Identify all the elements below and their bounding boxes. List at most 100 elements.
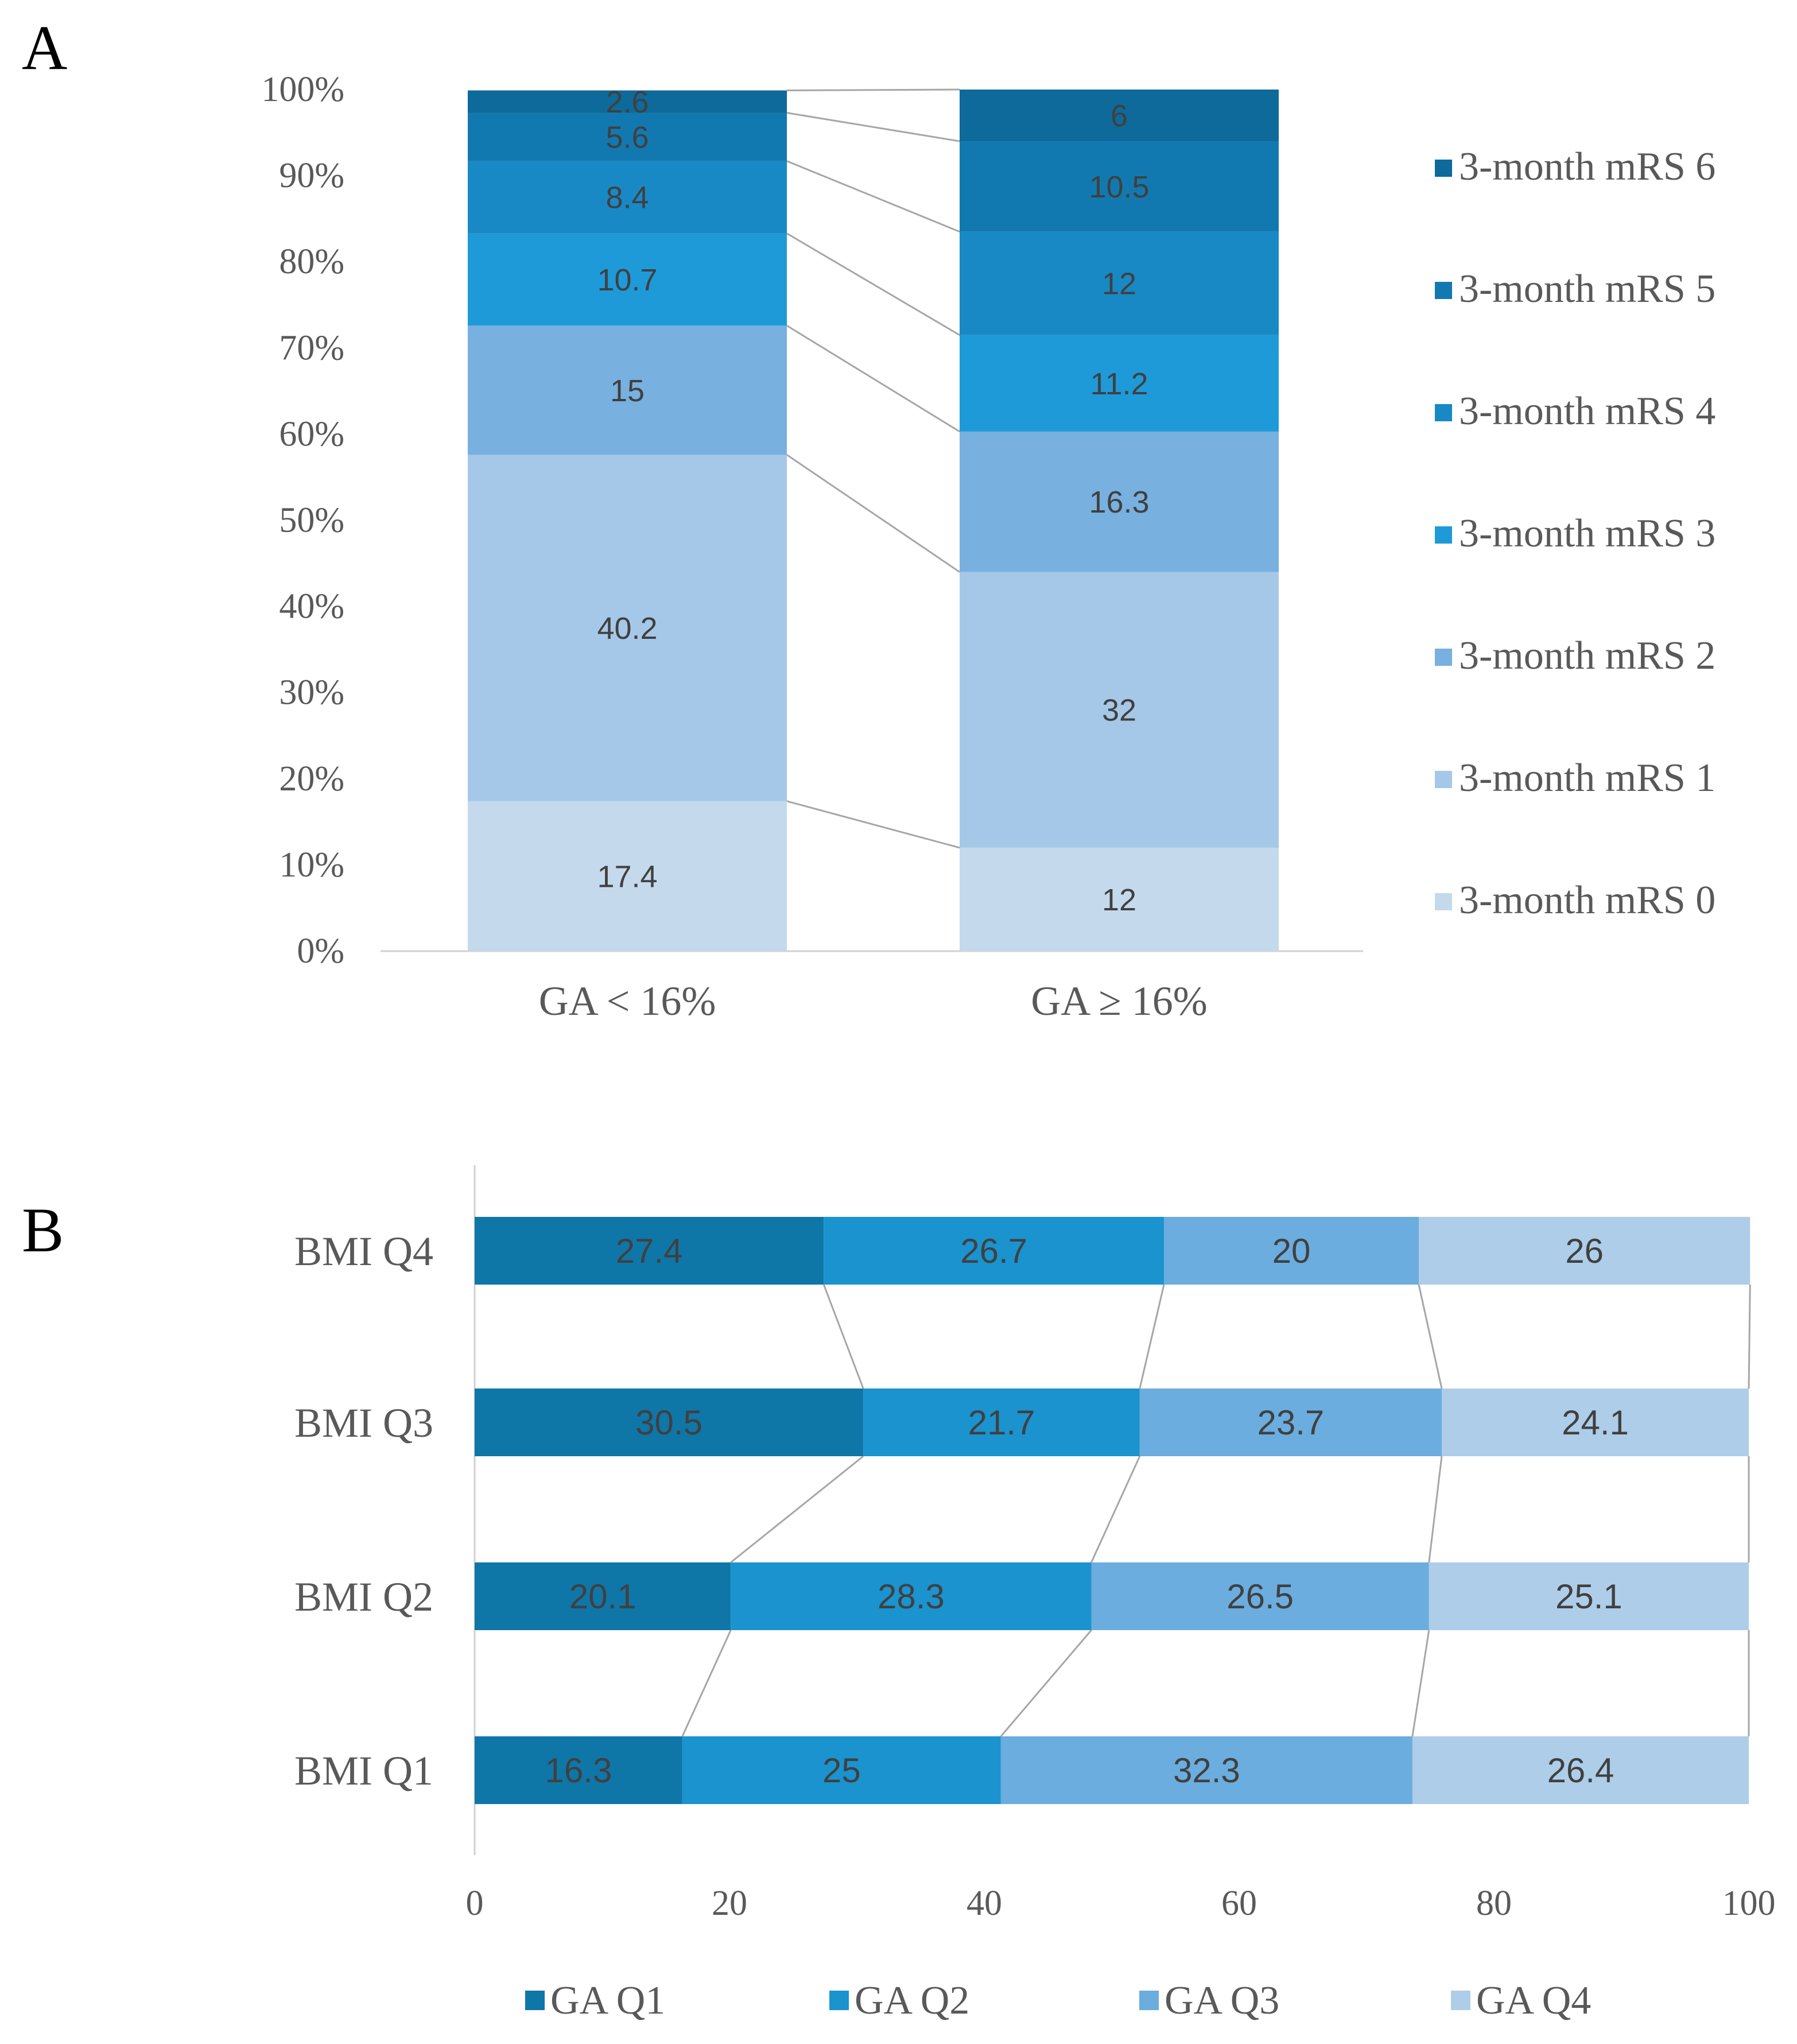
bar-segment	[475, 1736, 682, 1804]
data-label: 2.6	[606, 85, 649, 119]
category-label: BMI Q4	[294, 1228, 433, 1274]
series-line	[786, 324, 960, 433]
panel-b-label: B	[22, 1195, 64, 1265]
bar-segment	[960, 847, 1279, 951]
x-tick-label: 20	[712, 1884, 747, 1923]
y-tick-label: 100%	[261, 70, 344, 109]
data-label: 11.2	[1090, 367, 1148, 401]
series-line	[786, 232, 960, 336]
bar-segment	[468, 455, 787, 801]
data-label: 28.3	[878, 1577, 945, 1616]
series-line	[730, 1455, 864, 1564]
bar-segment	[960, 572, 1279, 848]
legend-swatch	[1435, 649, 1452, 666]
bar-segment	[1429, 1562, 1749, 1630]
y-tick-label: 20%	[279, 759, 344, 798]
legend-swatch	[525, 1991, 545, 2010]
series-line	[786, 454, 960, 573]
bar-segment	[1419, 1217, 1751, 1285]
series-line	[786, 800, 960, 849]
y-tick-label: 50%	[279, 501, 344, 540]
bar-segment	[960, 231, 1279, 335]
legend-swatch	[1451, 1991, 1470, 2010]
data-label: 26.5	[1227, 1577, 1294, 1616]
bar-segment	[1000, 1736, 1412, 1804]
legend-swatch	[1435, 282, 1452, 299]
data-label: 30.5	[635, 1403, 703, 1442]
bar-segment	[824, 1217, 1165, 1285]
series-line	[786, 112, 960, 142]
data-label: 6	[1111, 99, 1128, 133]
data-label: 16.3	[1089, 485, 1149, 519]
category-label: BMI Q1	[294, 1748, 433, 1794]
y-tick-label: 90%	[279, 156, 344, 195]
legend-label: GA Q2	[855, 1979, 969, 2023]
panel-b-chart: 0 20 40 60 80 100 27.4 26.7 20 26 BMI Q4 30.5 21.7 23…	[294, 1165, 1776, 2023]
series-line	[1428, 1456, 1443, 1563]
bar-segment	[1412, 1736, 1749, 1804]
y-tick-label: 80%	[279, 242, 344, 281]
legend-label: 3-month mRS 4	[1459, 389, 1716, 433]
legend-swatch	[1435, 771, 1452, 788]
bar-segment	[960, 431, 1279, 572]
bar-segment	[960, 335, 1279, 432]
bar-segment	[468, 233, 787, 326]
legend-swatch	[1435, 526, 1452, 544]
data-label: 20.1	[569, 1577, 636, 1616]
bar-segment	[1139, 1388, 1442, 1456]
bar-segment	[863, 1388, 1140, 1456]
data-label: 12	[1102, 883, 1136, 917]
legend-label: 3-month mRS 2	[1459, 634, 1716, 678]
panel-a-chart: 0% 10% 20% 30% 40% 50% 60% 70% 80% 90% 100% 17.4 40.…	[261, 70, 1716, 1024]
series-line	[1090, 1456, 1141, 1563]
data-label: 26	[1565, 1232, 1604, 1270]
bar-segment	[468, 113, 787, 161]
bar-segment	[468, 801, 787, 951]
bar-segment	[475, 1388, 864, 1456]
bar-segment	[468, 90, 787, 113]
series-line	[822, 1284, 864, 1389]
bar-segment	[1164, 1217, 1419, 1285]
category-label: BMI Q3	[294, 1400, 433, 1446]
data-label: 32.3	[1173, 1751, 1240, 1790]
x-tick-label: 60	[1221, 1884, 1257, 1923]
y-tick-label: 40%	[279, 587, 344, 626]
y-tick-label: 60%	[279, 414, 344, 453]
bar-segment	[1441, 1388, 1749, 1456]
series-line	[1000, 1630, 1092, 1737]
data-label: 12	[1102, 267, 1136, 301]
data-label: 16.3	[545, 1751, 612, 1790]
bar-segment	[1091, 1562, 1429, 1630]
y-tick-label: 10%	[279, 845, 344, 885]
data-label: 23.7	[1257, 1403, 1325, 1442]
bar-segment	[468, 161, 787, 234]
legend-label: 3-month mRS 1	[1459, 756, 1716, 800]
legend-swatch	[829, 1991, 849, 2010]
data-label: 10.7	[597, 263, 657, 297]
bar-segment	[731, 1562, 1092, 1630]
y-tick-label: 0%	[297, 932, 344, 971]
x-tick-label: 100	[1722, 1884, 1776, 1923]
bar-segment	[468, 325, 787, 455]
x-tick-label: 80	[1476, 1884, 1512, 1923]
legend-label: GA Q4	[1476, 1979, 1591, 2023]
legend-label: GA Q1	[550, 1979, 665, 2023]
x-tick-label: 40	[967, 1884, 1002, 1923]
category-label: GA < 16%	[539, 978, 716, 1024]
legend-swatch	[1435, 160, 1452, 177]
panel-a-label: A	[22, 13, 67, 83]
bar-segment	[475, 1562, 731, 1630]
series-line	[1411, 1630, 1430, 1737]
series-line	[1418, 1284, 1443, 1389]
data-label: 24.1	[1562, 1403, 1629, 1442]
legend-label: 3-month mRS 3	[1459, 511, 1716, 556]
legend-label: 3-month mRS 6	[1459, 145, 1716, 189]
bar-segment	[475, 1217, 824, 1285]
category-label: BMI Q2	[294, 1574, 433, 1620]
data-label: 10.5	[1089, 170, 1149, 204]
legend-swatch	[1435, 893, 1452, 910]
series-line	[681, 1630, 732, 1737]
data-label: 26.4	[1547, 1751, 1614, 1790]
data-label: 20	[1272, 1232, 1311, 1270]
